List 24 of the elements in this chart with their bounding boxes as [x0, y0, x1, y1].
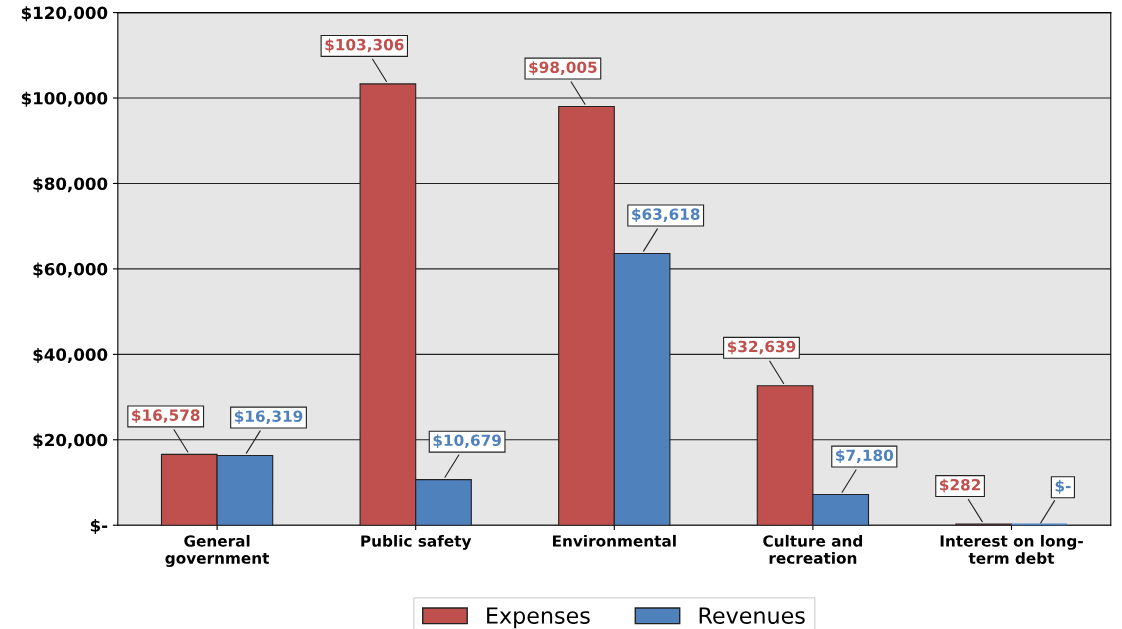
y-tick-label: $40,000: [33, 348, 108, 364]
data-label: $103,306: [325, 38, 404, 53]
x-tick-label: Environmental: [552, 534, 676, 547]
x-tick-label: Interest on long- term debt: [940, 534, 1083, 564]
y-tick-label: $-: [90, 518, 108, 534]
legend-label: Revenues: [699, 607, 805, 624]
data-label: $16,319: [234, 410, 303, 425]
data-label: $63,618: [632, 208, 700, 222]
data-label: $7,180: [836, 449, 894, 464]
data-label: $10,679: [433, 434, 501, 449]
y-tick-label: $100,000: [21, 91, 108, 107]
data-label: $-: [1055, 479, 1071, 494]
data-label: $32,639: [727, 340, 796, 355]
y-tick-label: $80,000: [33, 177, 108, 193]
x-tick-label: Culture and recreation: [763, 534, 863, 564]
data-label: $98,005: [529, 61, 597, 76]
x-tick-label: General government: [165, 534, 270, 567]
data-label: $282: [940, 478, 980, 493]
data-label: $16,578: [132, 409, 200, 423]
y-tick-label: $60,000: [33, 262, 108, 278]
y-tick-label: $20,000: [33, 433, 108, 449]
x-tick-label: Public safety: [361, 534, 472, 550]
y-tick-label: $120,000: [21, 6, 108, 22]
legend-label: Expenses: [487, 607, 590, 629]
